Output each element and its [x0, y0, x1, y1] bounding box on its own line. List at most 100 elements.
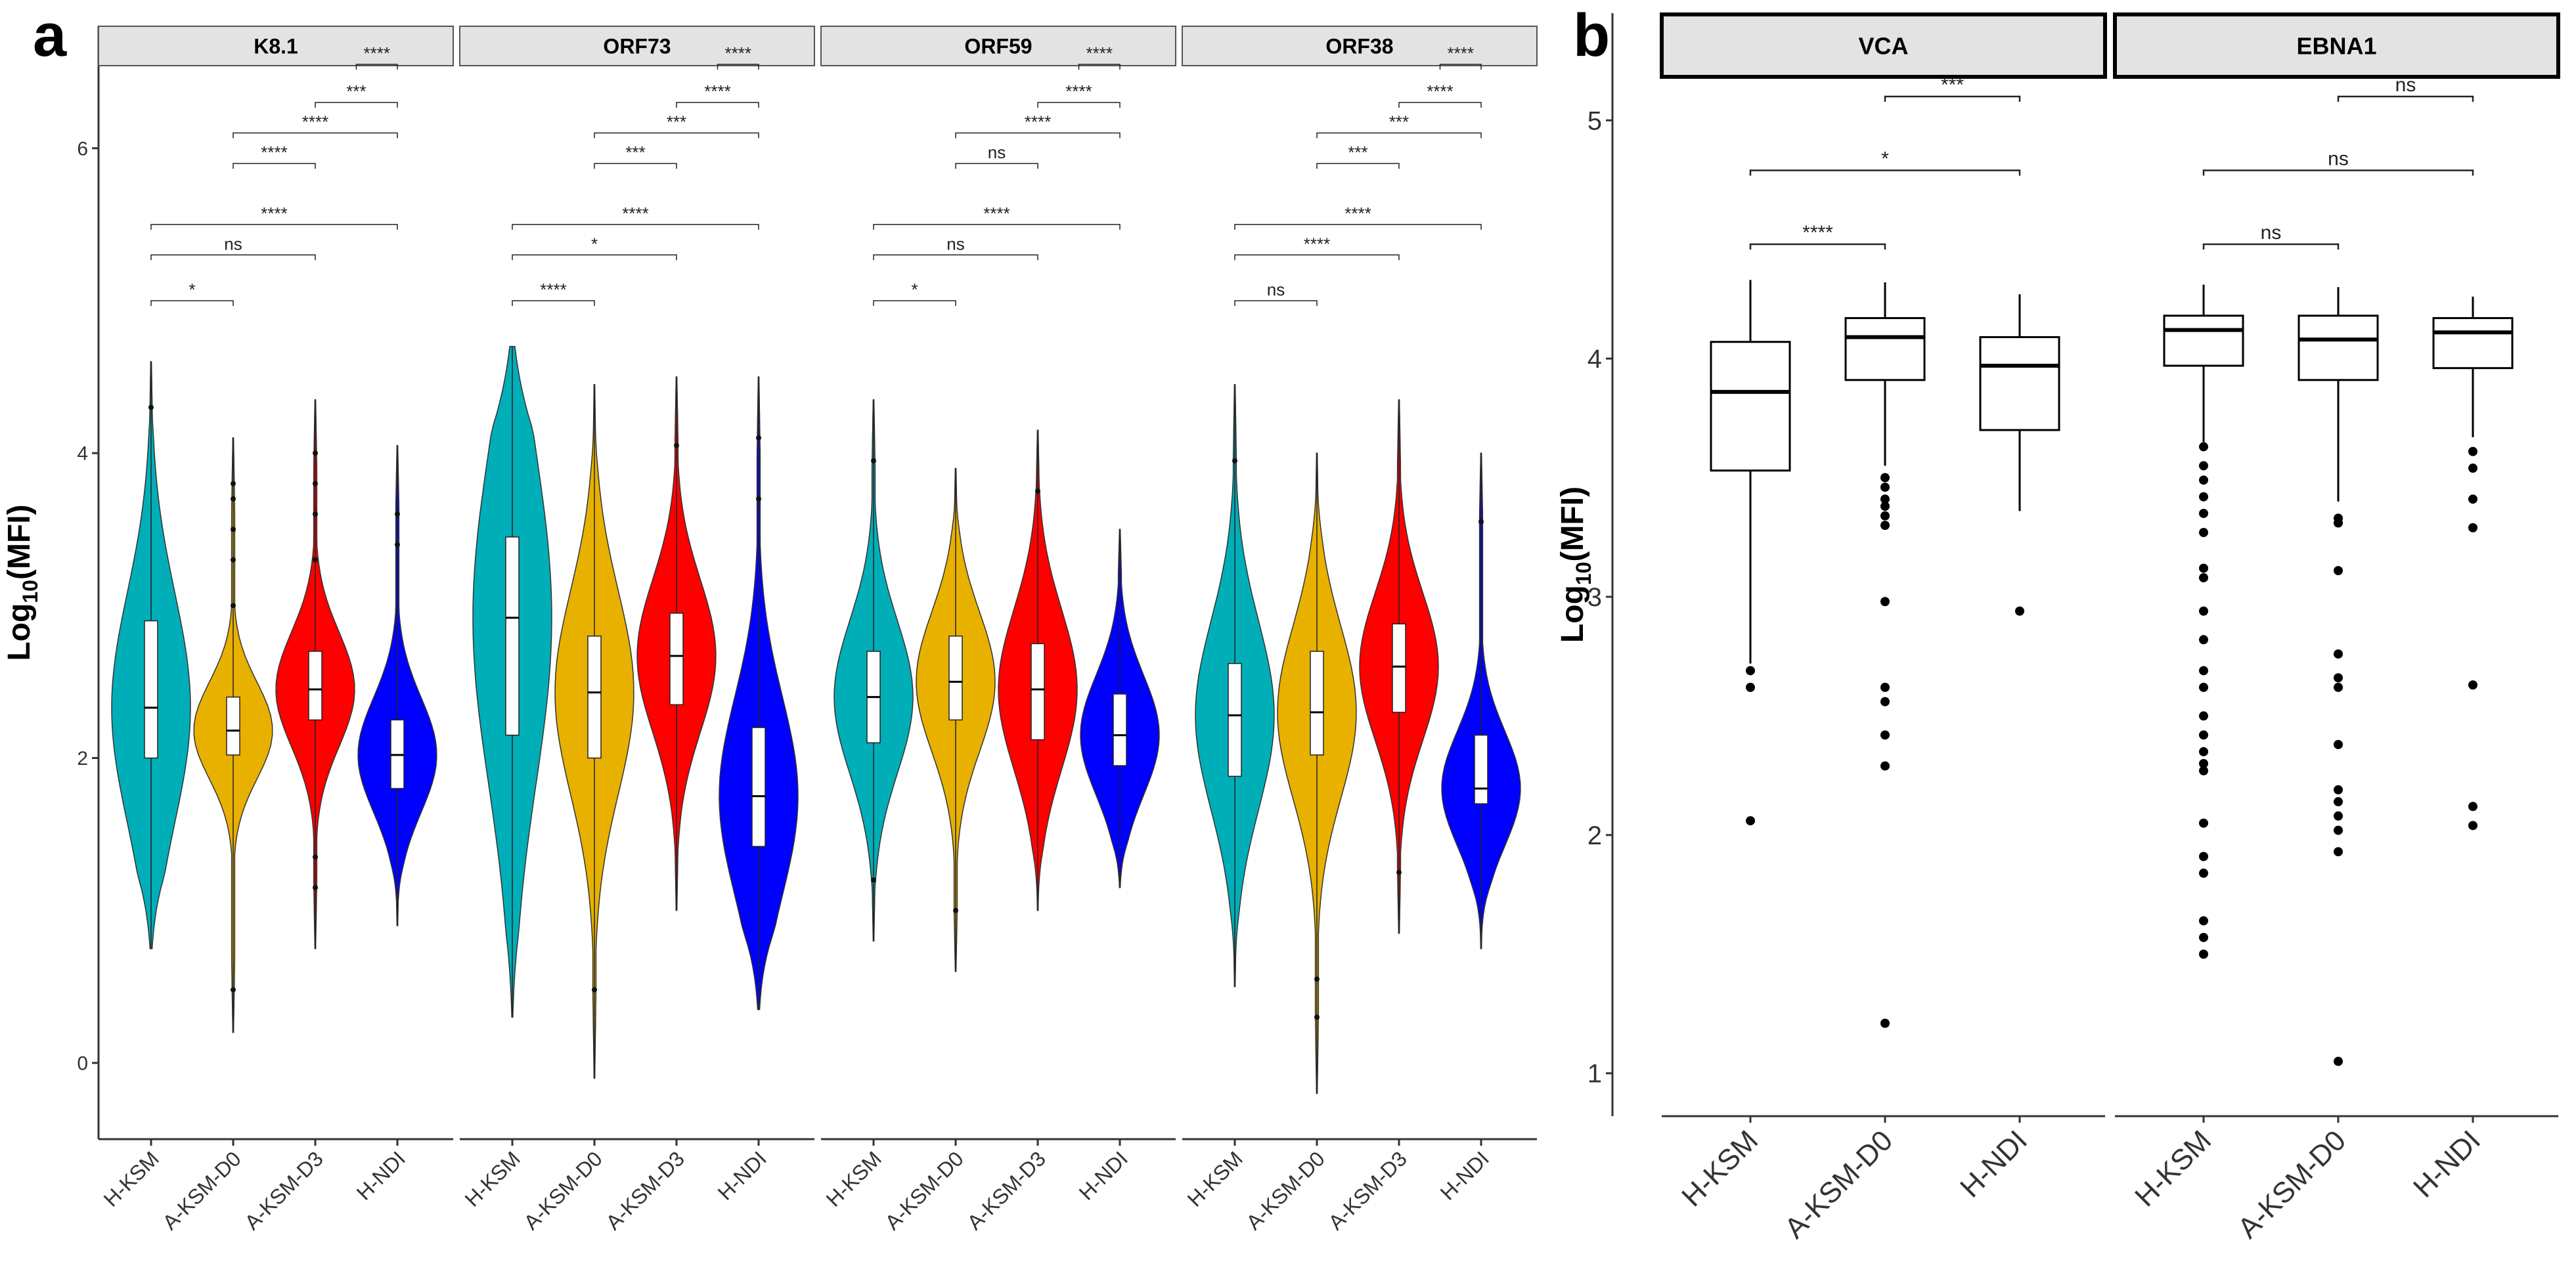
outlier-point	[2334, 811, 2343, 821]
outlier-point	[2468, 821, 2477, 831]
outlier-point	[1478, 519, 1484, 525]
outlier-point	[2199, 635, 2208, 645]
box-iqr	[226, 696, 240, 756]
box-iqr	[1474, 734, 1488, 804]
bracket-line	[1749, 169, 2021, 176]
facet-strip	[1660, 12, 2107, 79]
outlier-point	[2334, 825, 2343, 835]
significance-label: *	[189, 280, 195, 299]
bracket-line	[150, 224, 398, 230]
significance-label: ****	[1304, 234, 1330, 253]
outlier-point	[2199, 475, 2208, 485]
significance-label: ****	[1448, 43, 1474, 63]
outlier-point	[674, 443, 679, 448]
facet-strip-label: ORF73	[603, 35, 671, 58]
significance-bracket: ns	[1234, 280, 1318, 306]
outlier-point	[2199, 528, 2208, 538]
box-iqr	[1310, 651, 1324, 756]
significance-bracket: ****	[1398, 81, 1482, 108]
y-axis-title-sub: 10	[1572, 562, 1595, 586]
significance-label: ***	[1941, 74, 1964, 96]
y-tick-label: 5	[1588, 106, 1602, 135]
significance-bracket: ****	[233, 112, 398, 139]
significance-label: ****	[622, 204, 648, 223]
outlier-point	[1880, 521, 1890, 531]
significance-bracket: ***	[315, 81, 398, 108]
y-axis-title-rest: (MFI)	[2, 504, 37, 580]
outlier-point	[2334, 649, 2343, 659]
outlier-point	[231, 496, 236, 502]
outlier-point	[313, 511, 318, 517]
outlier-point	[2199, 818, 2208, 828]
box-iqr	[1031, 643, 1045, 741]
significance-bracket: ****	[955, 112, 1121, 139]
bracket-line	[594, 132, 759, 139]
outlier-point	[2334, 566, 2343, 576]
outlier-point	[395, 542, 400, 548]
outlier-point	[2199, 758, 2208, 768]
significance-bracket: *	[873, 280, 956, 306]
significance-bracket: ****	[1439, 43, 1482, 70]
y-tick-label: 4	[77, 443, 88, 465]
box-iqr	[2432, 316, 2514, 370]
box-iqr	[2298, 314, 2379, 381]
outlier-point	[2468, 802, 2477, 812]
bracket-line	[1749, 243, 1886, 249]
outlier-point	[2334, 513, 2343, 523]
bracket-line	[512, 254, 677, 261]
significance-label: ***	[1389, 112, 1409, 132]
outlier-point	[2199, 868, 2208, 878]
bracket-line	[150, 300, 234, 306]
box-iqr	[308, 651, 322, 721]
box-iqr	[144, 620, 158, 759]
y-axis-title: Log10(MFI)	[1555, 487, 1595, 643]
outlier-point	[313, 481, 318, 487]
y-tick-label: 0	[77, 1052, 88, 1074]
significance-label: ****	[261, 142, 287, 162]
y-tick-label: 3	[1588, 583, 1602, 612]
bracket-line	[512, 300, 595, 306]
outlier-point	[1746, 682, 1755, 692]
outlier-point	[313, 450, 318, 456]
significance-label: ****	[1025, 112, 1051, 132]
outlier-point	[2334, 673, 2343, 683]
outlier-point	[2199, 573, 2208, 582]
significance-label: ns	[2261, 222, 2282, 244]
y-axis-title: Log10(MFI)	[2, 504, 42, 661]
outlier-point	[231, 557, 236, 563]
outlier-point	[2199, 949, 2208, 959]
outlier-point	[2199, 442, 2208, 452]
outlier-point	[2468, 680, 2477, 690]
outlier-point	[231, 603, 236, 609]
bracket-line	[873, 254, 1038, 261]
outlier-point	[231, 527, 236, 532]
significance-label: ****	[704, 81, 730, 101]
box-iqr	[587, 636, 602, 759]
bracket-line	[233, 163, 316, 169]
significance-bracket: ****	[676, 81, 759, 108]
outlier-point	[1396, 869, 1402, 875]
significance-label: ****	[1344, 204, 1371, 223]
box-iqr	[1392, 623, 1406, 713]
bracket-line	[150, 254, 316, 261]
significance-bracket: *	[512, 234, 677, 261]
significance-label: *	[911, 280, 918, 299]
bracket-line	[1316, 163, 1400, 169]
outlier-point	[148, 404, 154, 410]
outlier-point	[1880, 502, 1890, 511]
significance-bracket: ****	[873, 204, 1121, 230]
significance-bracket: ns	[955, 142, 1038, 169]
outlier-point	[231, 481, 236, 487]
outlier-point	[2199, 606, 2208, 616]
outlier-point	[1746, 816, 1755, 826]
significance-bracket: ****	[1234, 234, 1400, 261]
bracket-line	[512, 224, 759, 230]
outlier-point	[1880, 473, 1890, 483]
box-iqr	[669, 613, 684, 706]
outlier-point	[2199, 766, 2208, 775]
box-iqr	[751, 727, 766, 847]
box-iqr	[1113, 693, 1127, 766]
